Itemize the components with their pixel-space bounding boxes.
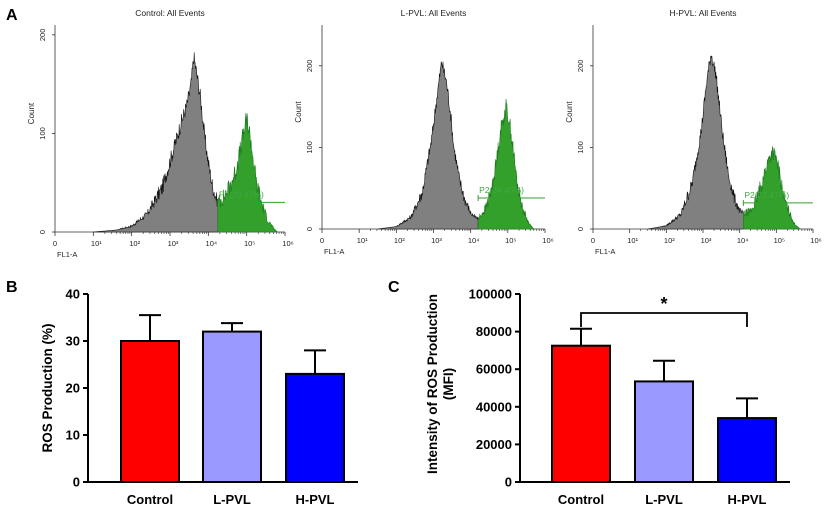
histogram-gated-area: [743, 146, 802, 230]
y-tick-label: 10: [66, 428, 80, 443]
panel-letter-b: B: [6, 279, 18, 296]
x-tick-label: 10³: [431, 236, 442, 245]
category-label: H-PVL: [728, 492, 767, 507]
bar-chart-ros-production: 0 10 20 30 40 ROS Production (%) Control L-PVL H…: [40, 287, 358, 507]
gate-label: P2(34.40%): [479, 185, 524, 195]
y-tick-label: 200: [305, 60, 314, 73]
histogram-control: Control: All Events 0 100 200 Count 0 10¹ 10² 10…: [27, 8, 294, 259]
x-tick-label: 10⁴: [468, 236, 480, 245]
category-label: H-PVL: [296, 492, 335, 507]
significance-star: *: [660, 294, 667, 314]
histogram-title: L-PVL: All Events: [401, 8, 467, 18]
histogram-ungated-area: [647, 55, 744, 230]
x-tick-label: 10²: [129, 239, 140, 248]
x-tick-label: 10¹: [357, 236, 368, 245]
histogram-ungated-area: [93, 52, 219, 233]
histogram-title: H-PVL: All Events: [669, 8, 736, 18]
y-tick-label: 0: [38, 230, 47, 234]
category-label: Control: [127, 492, 173, 507]
x-tick-label: 0: [53, 239, 57, 248]
histogram-l-pvl: L-PVL: All Events 0 100 200 Count 0 10¹ 10² 10³ 1…: [294, 8, 554, 256]
x-tick-label: 10⁶: [542, 236, 553, 245]
histogram-gated-area: [217, 113, 278, 233]
x-tick-label: 10¹: [627, 236, 638, 245]
y-tick-label: 100: [576, 141, 585, 154]
bar-control: [551, 344, 611, 484]
x-axis-label: FL1-A: [57, 250, 77, 259]
y-tick-label: 0: [576, 227, 585, 231]
x-tick-label: 0: [591, 236, 595, 245]
x-tick-label: 0: [320, 236, 324, 245]
gate-label: P2(29.97%): [219, 189, 264, 199]
y-tick-label: 60000: [476, 362, 512, 377]
y-tick-label: 20000: [476, 437, 512, 452]
y-tick-label: 20: [66, 381, 80, 396]
x-tick-label: 10²: [394, 236, 405, 245]
bar-chart-ros-intensity: 0 20000 40000 60000 80000 100000 Intensity of …: [425, 287, 790, 507]
x-tick-label: 10⁶: [282, 239, 293, 248]
y-tick-label: 30: [66, 334, 80, 349]
y-axis-label: Count: [565, 101, 574, 123]
y-tick-label: 0: [505, 475, 512, 490]
bar-h-pvl: [717, 417, 777, 483]
x-tick-label: 10⁴: [737, 236, 749, 245]
panel-letter-c: C: [388, 279, 400, 296]
histogram-ungated-area: [377, 61, 479, 230]
histogram-gated-area: [477, 98, 535, 230]
bar-l-pvl: [634, 380, 694, 484]
x-tick-label: 10²: [664, 236, 675, 245]
bar-control: [120, 340, 180, 483]
y-tick-label: 100: [38, 127, 47, 140]
gate-label: P2(27.47%): [744, 190, 789, 200]
x-tick-label: 10⁵: [774, 236, 785, 245]
significance-bracket: [580, 312, 748, 327]
y-axis-label-line: (MFI): [441, 368, 456, 400]
x-tick-label: 10⁵: [244, 239, 255, 248]
bar-l-pvl: [202, 330, 262, 483]
x-tick-label: 10⁴: [206, 239, 218, 248]
category-label: Control: [558, 492, 604, 507]
y-tick-label: 0: [305, 227, 314, 231]
category-label: L-PVL: [645, 492, 683, 507]
x-tick-label: 10⁵: [505, 236, 516, 245]
y-tick-label: 200: [576, 60, 585, 73]
y-axis-label: Count: [294, 101, 303, 123]
panel-letter-a: A: [6, 7, 18, 24]
y-tick-label: 40: [66, 287, 80, 302]
x-tick-label: 10⁶: [810, 236, 821, 245]
histogram-h-pvl: H-PVL: All Events 0 100 200 Count 0 10¹ 10² 10³ 1…: [565, 8, 822, 256]
y-tick-label: 100: [305, 141, 314, 154]
x-axis-label: FL1-A: [324, 247, 344, 256]
y-tick-label: 40000: [476, 399, 512, 414]
bar-h-pvl: [285, 372, 345, 483]
y-tick-label: 80000: [476, 324, 512, 339]
x-tick-label: 10³: [701, 236, 712, 245]
x-tick-label: 10³: [168, 239, 179, 248]
y-axis-label-line: Intensity of ROS Production: [425, 294, 440, 474]
y-tick-label: 0: [73, 475, 80, 490]
histogram-title: Control: All Events: [135, 8, 204, 18]
y-axis-label: ROS Production (%): [40, 324, 55, 453]
y-axis-label: Count: [27, 102, 36, 124]
y-tick-label: 100000: [469, 287, 512, 302]
x-tick-label: 10¹: [91, 239, 102, 248]
category-label: L-PVL: [213, 492, 251, 507]
x-axis-label: FL1-A: [595, 247, 615, 256]
y-tick-label: 200: [38, 29, 47, 42]
